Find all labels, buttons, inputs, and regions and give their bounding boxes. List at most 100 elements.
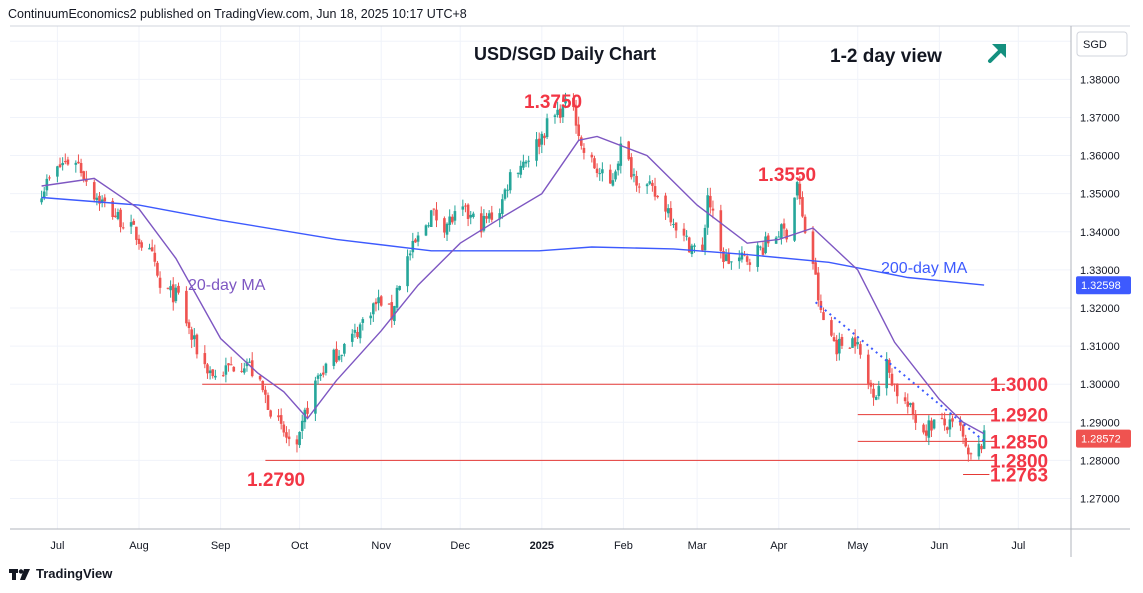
candle-body: [203, 353, 207, 365]
x-tick-label: Mar: [688, 540, 707, 552]
candle-body: [516, 172, 520, 174]
candle-body: [893, 383, 896, 385]
footer-brand: TradingView: [36, 566, 113, 581]
candle-body: [350, 333, 354, 342]
candle-body: [872, 388, 875, 398]
candle-body: [853, 337, 857, 347]
price-annotation: 1.3750: [524, 92, 582, 113]
candle-body: [353, 329, 357, 333]
candle-body: [561, 105, 565, 118]
candle-body: [535, 139, 538, 161]
candle-body: [261, 380, 265, 391]
candle-body: [79, 163, 83, 174]
candle-body: [324, 363, 328, 373]
candle-body: [190, 329, 193, 340]
candle-body: [192, 335, 196, 340]
candle-body: [119, 209, 122, 228]
time-axis[interactable]: Jul Aug Sep Oct Nov Dec 2025 Feb Mar Apr May Jun Jul: [50, 540, 1025, 552]
candle-body: [245, 362, 249, 367]
candle-body: [764, 236, 767, 254]
candle-body: [337, 355, 341, 360]
candle-body: [498, 213, 501, 220]
candle-body: [948, 419, 952, 430]
candle-body: [372, 303, 375, 315]
candle-body: [390, 302, 394, 320]
candle-body: [398, 285, 401, 290]
x-tick-label: Jul: [50, 540, 64, 552]
candle-body: [464, 205, 467, 207]
price-axis[interactable]: 1.390001.380001.370001.360001.350001.340…: [1080, 36, 1120, 505]
candle-body: [432, 208, 436, 210]
candle-body: [503, 189, 507, 199]
candle-body: [158, 277, 162, 288]
candle-body: [543, 135, 546, 139]
candle-body: [590, 154, 594, 158]
candle-body: [748, 262, 752, 265]
candle-body: [448, 216, 451, 225]
candle-body: [890, 373, 894, 386]
candle-body: [92, 182, 96, 200]
candle-body: [614, 171, 617, 180]
candle-body: [135, 226, 138, 240]
candle-body: [61, 162, 64, 166]
candle-body: [745, 256, 749, 262]
candle-body: [340, 354, 344, 356]
ma20-label: 20-day MA: [188, 277, 266, 294]
tradingview-logo-icon: [9, 568, 30, 580]
candle-body: [461, 206, 465, 210]
candle-body: [187, 322, 191, 329]
candle-body: [300, 420, 304, 431]
x-tick-label: Oct: [291, 540, 308, 552]
candle-body: [214, 375, 217, 378]
candle-body: [856, 342, 860, 345]
candle-body: [519, 165, 523, 175]
candle-body: [685, 235, 688, 237]
candle-body: [227, 363, 230, 366]
price-tag: [1076, 276, 1131, 295]
candle-body: [316, 375, 320, 379]
candle-body: [719, 210, 723, 251]
candle-body: [443, 218, 446, 233]
candle-body: [924, 430, 928, 436]
candle-body: [611, 180, 615, 186]
candle-body: [414, 239, 417, 243]
candle-body: [356, 331, 359, 338]
candle-body: [229, 364, 233, 366]
candle-body: [335, 348, 338, 362]
price-tags: 1.32598 1.28572: [1076, 276, 1131, 448]
x-tick-label: Sep: [211, 540, 231, 552]
candle-body: [906, 401, 910, 407]
candle-body: [737, 257, 741, 262]
candle-body: [724, 254, 728, 262]
y-tick-label: 1.35000: [1080, 189, 1120, 201]
candle-body: [553, 115, 557, 117]
candle-body: [490, 212, 494, 220]
tradingview-footer[interactable]: TradingView: [9, 566, 112, 581]
candle-body: [314, 380, 317, 414]
candle-body: [793, 197, 796, 241]
y-tick-label: 1.28000: [1080, 455, 1120, 467]
candle-body: [851, 338, 854, 348]
ma200-label: 200-day MA: [881, 260, 968, 277]
candle-body: [727, 253, 731, 264]
currency-box[interactable]: [1076, 31, 1128, 57]
candle-body: [838, 338, 841, 354]
x-tick-label: Jun: [930, 540, 948, 552]
candle-body: [295, 439, 299, 445]
candle-body: [40, 198, 43, 203]
candle-body: [171, 284, 175, 303]
candle-body: [282, 424, 286, 433]
candle-body: [424, 225, 428, 236]
candle-body: [593, 158, 596, 169]
candle-body: [77, 161, 80, 164]
candle-body: [798, 183, 802, 200]
candle-body: [374, 301, 378, 305]
candle-body: [951, 418, 954, 422]
candle-body: [945, 427, 949, 431]
candle-body: [266, 395, 270, 410]
candle-body: [148, 247, 151, 250]
level-label: 1.2800: [990, 451, 1048, 472]
candle-body: [358, 324, 362, 339]
candle-body: [56, 166, 59, 177]
